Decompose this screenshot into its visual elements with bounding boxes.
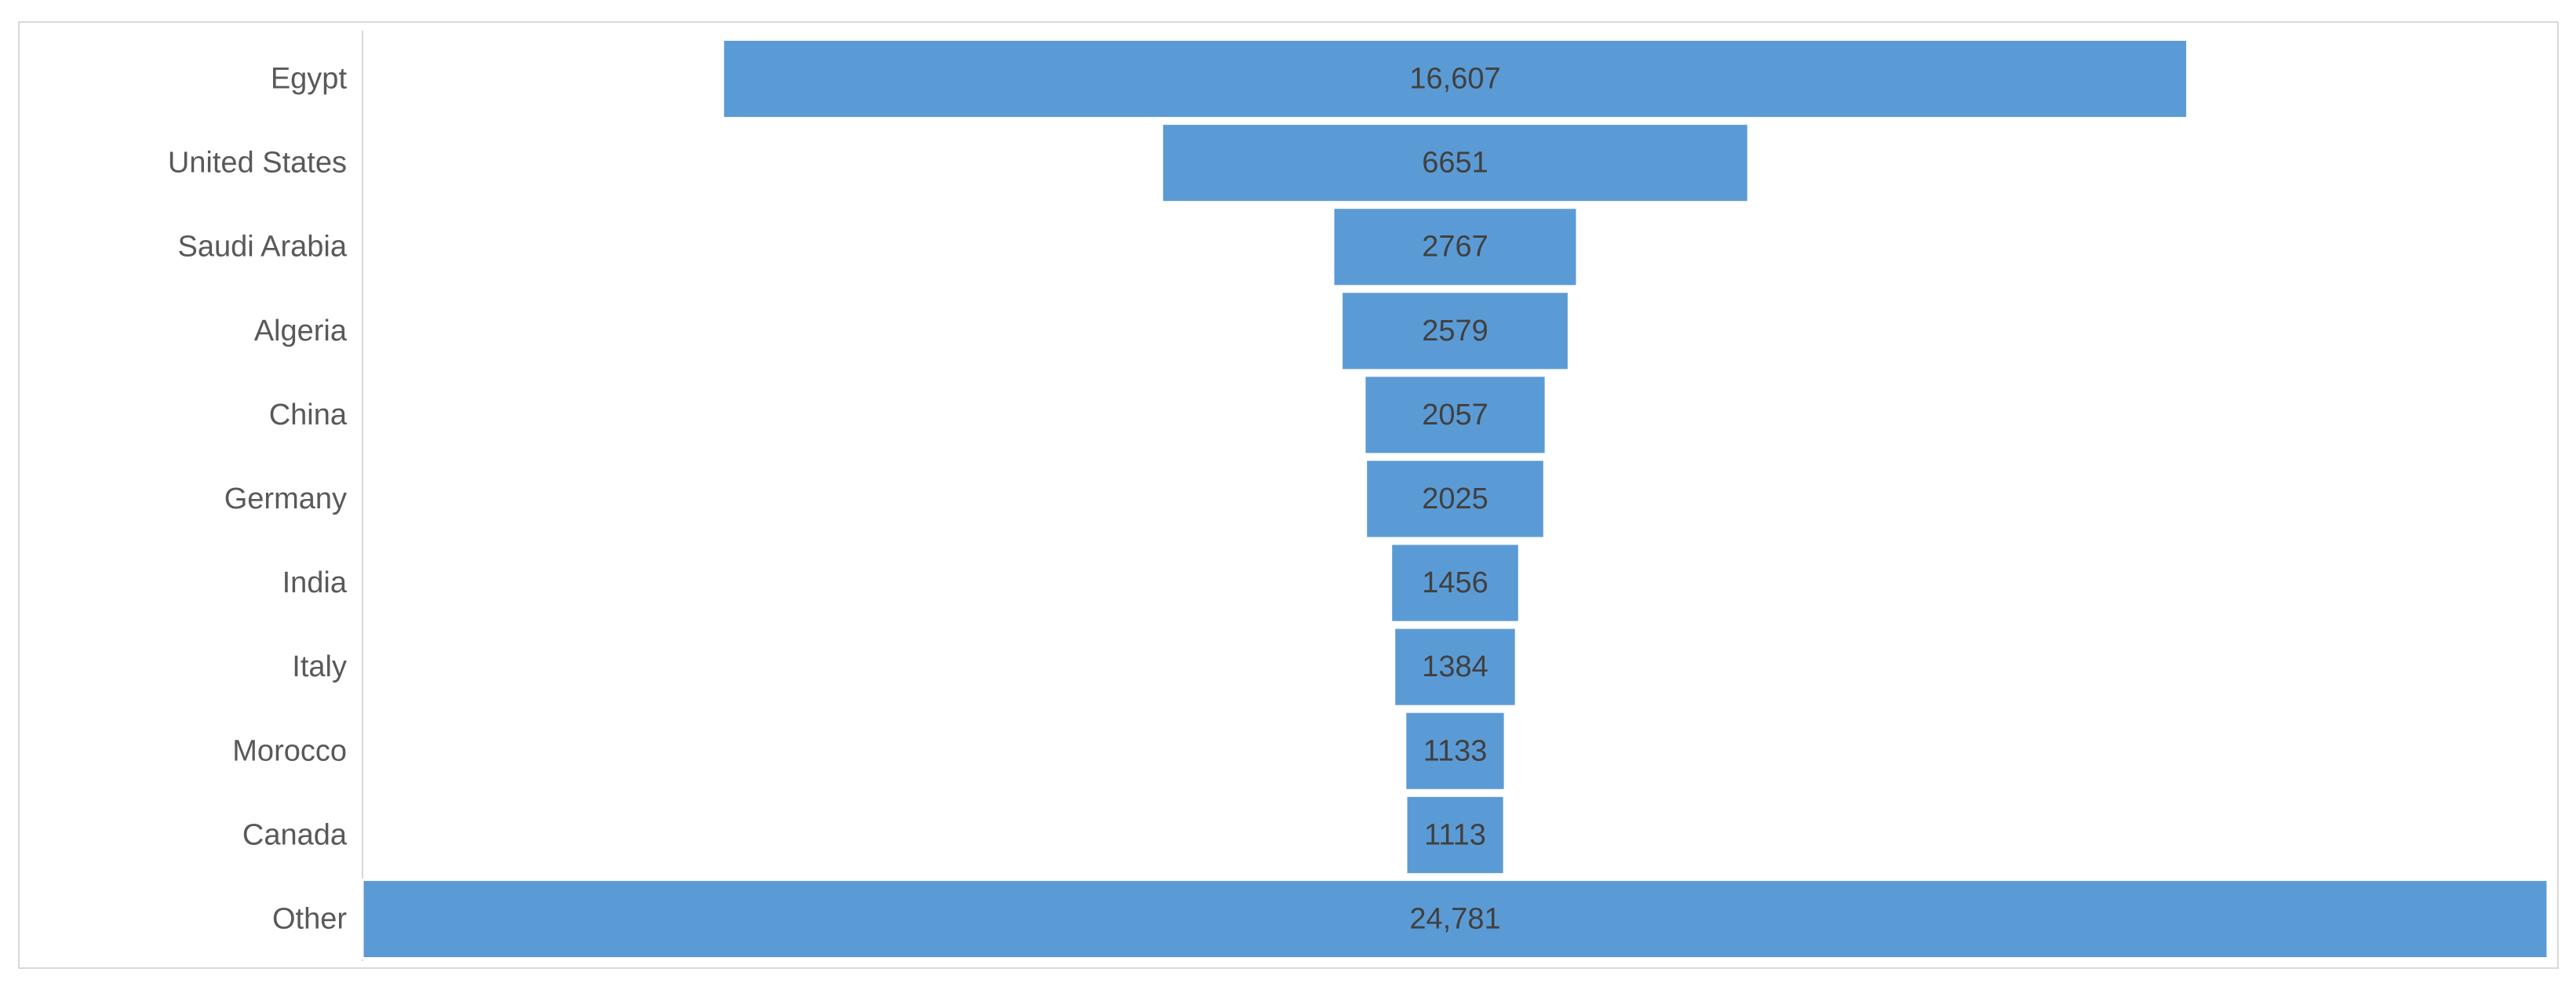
- category-tick-label: Algeria: [254, 315, 348, 348]
- funnel-bar: [1404, 710, 1507, 792]
- funnel-bar: [1332, 206, 1579, 288]
- funnel-bar: [1393, 626, 1518, 708]
- data-label: 1384: [1422, 650, 1488, 683]
- data-label: 2025: [1422, 482, 1488, 515]
- chart-area: Egypt United States Saudi Arabia Algeria Chi…: [18, 21, 2559, 969]
- funnel-bar: [1363, 374, 1547, 456]
- funnel-bar: [1390, 542, 1521, 624]
- data-label: 1133: [1423, 734, 1488, 767]
- funnel-bar: [1160, 122, 1750, 204]
- category-tick-label: Other: [272, 902, 347, 935]
- category-tick-label: Italy: [292, 650, 347, 683]
- funnel-bar: [1340, 290, 1570, 372]
- category-tick-label: India: [282, 566, 348, 599]
- category-tick-label: Germany: [224, 482, 347, 515]
- data-label: 6651: [1422, 147, 1488, 180]
- category-tick-label: United States: [168, 147, 347, 180]
- category-axis: Egypt United States Saudi Arabia Algeria Chi…: [168, 31, 363, 961]
- category-tick-label: Morocco: [232, 734, 347, 767]
- funnel-bar: [721, 38, 2189, 120]
- category-tick-label: Saudi Arabia: [178, 231, 348, 264]
- category-tick-label: Canada: [242, 818, 348, 851]
- category-tick-label: China: [269, 399, 348, 431]
- funnel-bar: [1365, 458, 1546, 540]
- data-label: 2579: [1422, 315, 1488, 348]
- bar-series: 16,607 6651 2767 2579 2057 2025 1456 1384 1133 11…: [361, 38, 2549, 960]
- data-label: 2057: [1422, 399, 1488, 431]
- data-label: 24,781: [1409, 902, 1500, 935]
- data-label: 16,607: [1409, 63, 1500, 96]
- funnel-bar: [1405, 794, 1506, 876]
- funnel-bar: [361, 878, 2549, 960]
- data-label: 1113: [1424, 818, 1486, 851]
- data-label: 1456: [1422, 566, 1488, 599]
- funnel-chart: Egypt United States Saudi Arabia Algeria Chi…: [168, 31, 2549, 961]
- category-tick-label: Egypt: [271, 63, 348, 96]
- data-label: 2767: [1422, 231, 1488, 264]
